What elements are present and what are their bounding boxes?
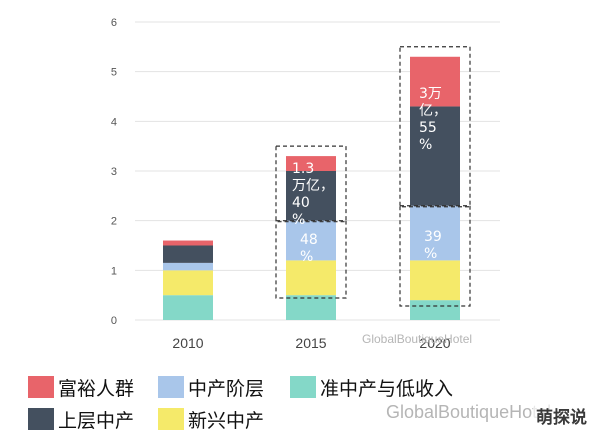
y-tick-label: 0 <box>111 315 117 327</box>
highlight-boxes <box>275 46 471 307</box>
watermark-badge: 萌探说 <box>533 402 590 429</box>
legend-swatch <box>290 376 316 398</box>
bar-segment <box>286 220 336 261</box>
legend-label: 上层中产 <box>58 409 135 432</box>
annotation-text: % <box>419 137 432 153</box>
legend-item: 富裕人群 <box>28 374 134 400</box>
bar-segment <box>286 295 336 320</box>
x-tick-label: 2020 <box>419 335 450 351</box>
annotation-text: 亿， <box>419 103 447 119</box>
highlight-box <box>399 46 471 208</box>
legend-label: 准中产与低收入 <box>320 377 454 400</box>
bar-segment <box>286 171 336 221</box>
bar-segment <box>410 300 460 320</box>
watermark-text: GlobalBoutiqueHotel <box>386 402 551 422</box>
watermarks: GlobalBoutiqueHotel GlobalBoutiqueHotel <box>362 332 551 422</box>
legend-swatch <box>158 376 184 398</box>
y-tick-label: 5 <box>111 67 117 79</box>
highlight-box <box>275 220 347 299</box>
legend-item: 中产阶层 <box>158 374 264 400</box>
bar-segment <box>410 56 460 107</box>
legend: 富裕人群 中产阶层 准中产与低收入上层中产 新兴中产 <box>28 374 528 432</box>
legend-swatch <box>28 408 54 430</box>
y-tick-label: 3 <box>111 166 117 178</box>
bar-segment <box>286 156 336 171</box>
bar-segment <box>286 260 336 296</box>
legend-swatch <box>28 376 54 398</box>
bar-segment <box>163 270 213 296</box>
bars <box>163 56 460 320</box>
axis-labels: 0 1 2 3 4 5 6 2010 2015 2020 <box>111 17 451 351</box>
highlight-box <box>275 145 347 223</box>
annotation-text: 1.3 <box>292 161 314 177</box>
watermark-text: GlobalBoutiqueHotel <box>362 332 472 346</box>
bar-segment <box>410 260 460 301</box>
legend-item: 准中产与低收入 <box>290 374 453 400</box>
bar-segment <box>410 106 460 206</box>
annotation-text: 55 <box>419 120 437 136</box>
legend-label: 新兴中产 <box>188 409 265 432</box>
bar-segment <box>163 262 213 271</box>
annotation-text: % <box>292 212 305 228</box>
annotation-text: 3万 <box>419 86 442 102</box>
bar-segment <box>163 245 213 263</box>
annotation-text: 40 <box>292 195 310 211</box>
annotations: 1.3万亿，40%48%3万亿，55%39% <box>292 86 447 265</box>
legend-swatch <box>158 408 184 430</box>
bar-segment <box>163 295 213 320</box>
annotation-text: % <box>424 246 437 262</box>
legend-item: 新兴中产 <box>158 406 264 432</box>
annotation-text: 39 <box>424 229 442 245</box>
annotation-text: 万亿， <box>292 178 334 194</box>
annotation-text: % <box>300 249 313 265</box>
y-tick-label: 1 <box>111 265 117 277</box>
bar-segment <box>163 240 213 246</box>
annotation-text: 48 <box>300 232 318 248</box>
x-tick-label: 2015 <box>295 335 326 351</box>
y-tick-label: 4 <box>111 116 117 128</box>
legend-label: 中产阶层 <box>188 377 265 400</box>
x-tick-label: 2010 <box>172 335 203 351</box>
y-tick-label: 2 <box>111 216 117 228</box>
bar-segment <box>410 205 460 261</box>
legend-label: 富裕人群 <box>58 377 135 400</box>
legend-item: 上层中产 <box>28 406 134 432</box>
y-tick-label: 6 <box>111 17 117 29</box>
highlight-box <box>399 205 471 307</box>
